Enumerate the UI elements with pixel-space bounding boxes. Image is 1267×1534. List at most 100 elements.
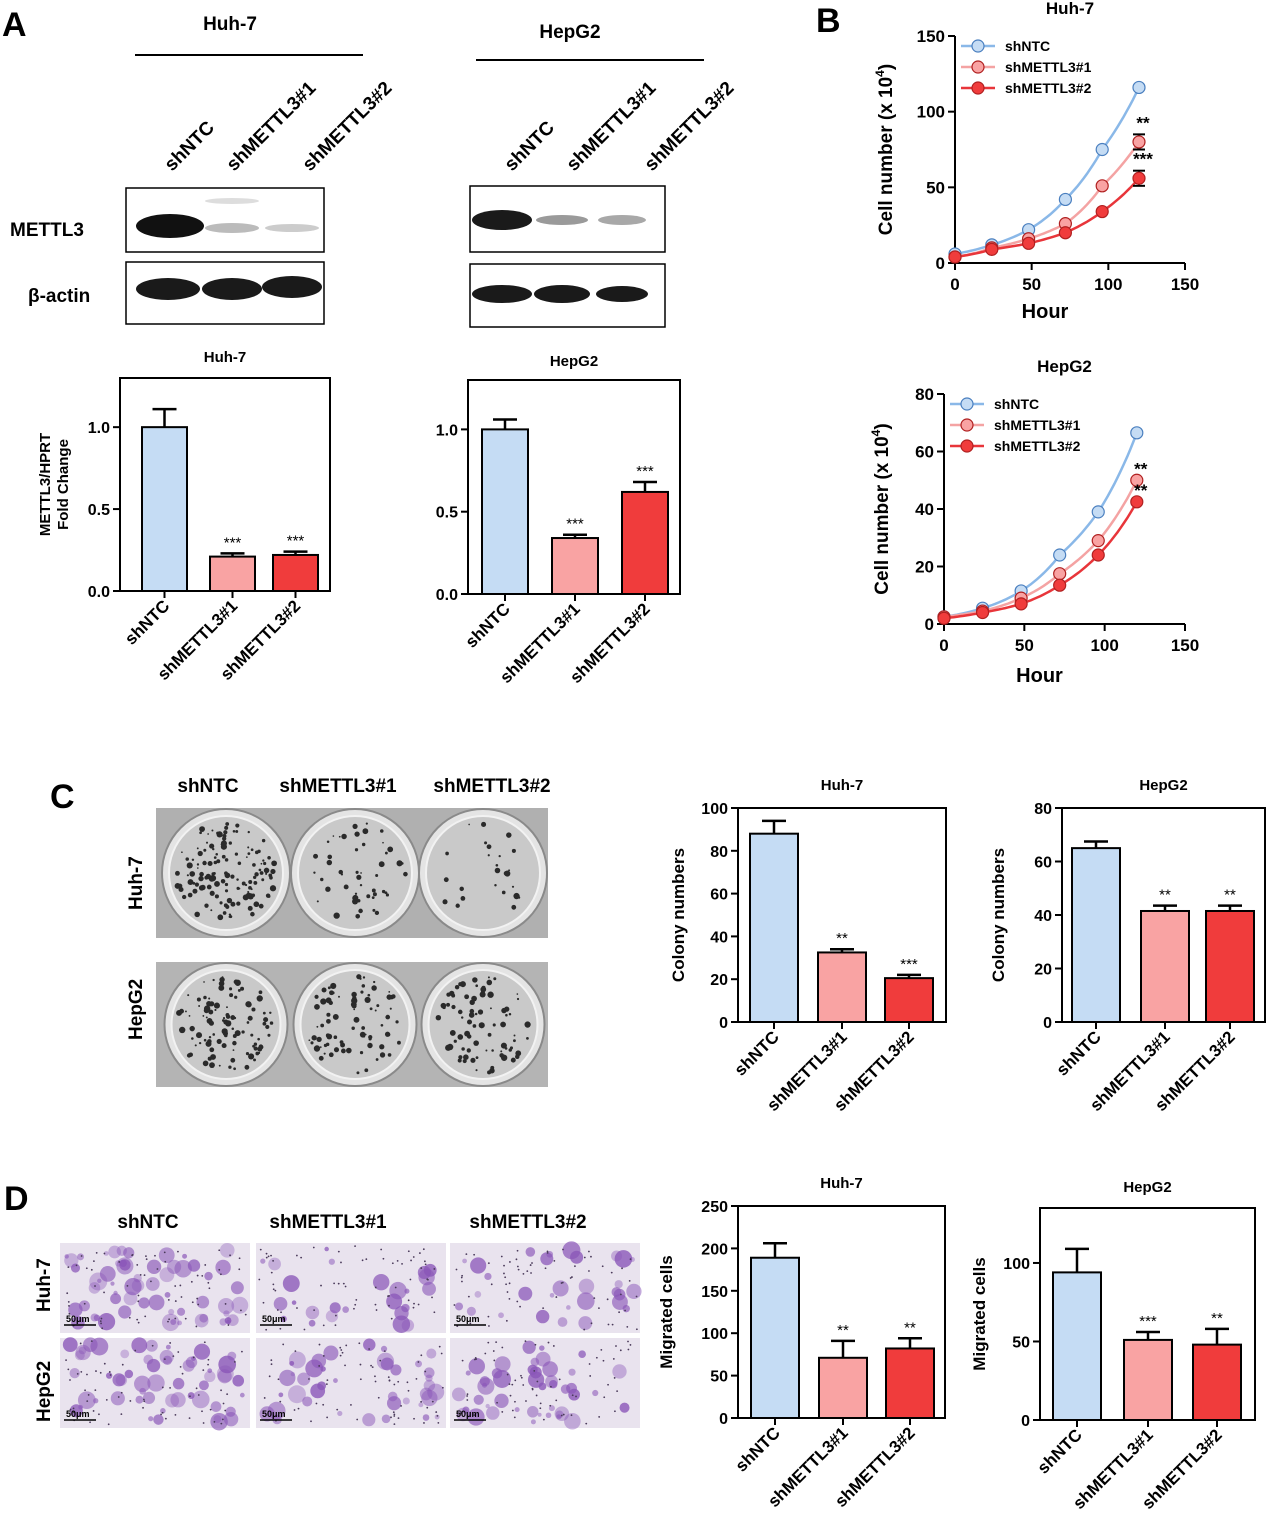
membrane-pore [344,1285,347,1288]
stained-cell [479,1376,490,1387]
stained-cell [291,1300,297,1305]
membrane-pore [265,1252,268,1255]
membrane-pore [542,1307,545,1310]
colony-dot [187,892,193,898]
colony-dot [207,1056,212,1061]
colony-dot [208,1020,214,1026]
colony-dot [223,903,228,908]
colony-dot [457,1009,463,1015]
colony-dot [245,856,248,858]
membrane-pore [539,1402,542,1405]
colony-row-label: Huh-7 [126,856,147,910]
stained-cell [422,1281,436,1296]
colony-dot [472,1024,477,1028]
membrane-pore [420,1267,423,1269]
stained-cell [380,1345,388,1352]
colony-dot [213,856,217,859]
membrane-pore [80,1370,83,1373]
colony-dot [236,886,240,890]
stained-cell [577,1292,595,1310]
membrane-pore [203,1341,206,1344]
membrane-pore [117,1396,120,1398]
stained-cell [70,1263,81,1273]
colony-dot [230,903,233,906]
stained-cell [191,1356,196,1361]
membrane-pore [459,1410,462,1413]
stained-cell [404,1288,410,1294]
membrane-pore [474,1356,477,1359]
colony-dot [494,867,501,874]
x-axis-label: Hour [1016,665,1063,687]
colony-dot [237,988,241,992]
membrane-pore [154,1254,156,1257]
colony-dot [320,877,324,882]
significance-label: ** [1136,113,1150,132]
colony-dot [191,1037,194,1040]
membrane-pore [356,1418,359,1421]
stained-cell [123,1247,135,1259]
colony-dot [461,1047,465,1051]
colony-dot [269,1021,274,1025]
membrane-pore [220,1422,223,1425]
bar [551,537,599,595]
colony-dot [354,831,360,837]
membrane-pore [552,1345,555,1347]
colony-dot [458,1055,463,1060]
membrane-pore [293,1409,296,1411]
colony-dot [445,1044,452,1051]
bar [209,555,256,592]
membrane-pore [618,1311,621,1314]
colony-dot [500,1042,507,1049]
colony-dot [466,1048,471,1053]
y-axis-label: Colony numbers [669,848,688,982]
membrane-pore [571,1276,573,1278]
blot-band [136,278,200,300]
membrane-pore [488,1325,490,1327]
colony-dot [208,1035,212,1039]
membrane-pore [466,1399,469,1401]
membrane-pore [238,1268,241,1271]
data-point [985,242,999,256]
membrane-pore [519,1305,521,1308]
membrane-pore [265,1256,268,1259]
membrane-pore [192,1356,195,1359]
membrane-pore [473,1414,476,1416]
membrane-pore [67,1368,70,1371]
colony-dot [194,1044,197,1047]
colony-dot [340,873,344,876]
membrane-pore [191,1301,194,1304]
colony-dot [230,1015,236,1020]
colony-dot [384,891,386,894]
stained-cell [131,1279,145,1292]
colony-dot [253,1042,258,1046]
membrane-pore [163,1251,166,1254]
colony-dot [353,1016,360,1023]
membrane-pore [103,1291,105,1294]
membrane-pore [160,1413,162,1416]
membrane-pore [514,1400,516,1403]
membrane-pore [624,1309,626,1312]
membrane-pore [407,1250,410,1253]
colony-dot [189,1025,195,1032]
membrane-pore [161,1411,164,1414]
colony-dot [464,994,470,1000]
stained-cell [218,1298,235,1315]
membrane-pore [101,1327,104,1330]
stained-cell [462,1258,467,1264]
membrane-pore [409,1278,412,1281]
membrane-pore [258,1278,261,1281]
stained-cell [427,1383,445,1401]
membrane-pore [490,1283,493,1286]
stained-cell [138,1297,150,1309]
colony-dot [228,1065,232,1069]
membrane-pore [520,1374,522,1377]
colony-dot [237,861,242,866]
colony-dot [261,878,265,882]
membrane-pore [142,1398,145,1401]
membrane-pore [190,1280,193,1283]
stained-cell [373,1273,390,1291]
colony-dot [257,849,261,854]
colony-dot [319,1046,322,1049]
membrane-pore [465,1253,468,1256]
colony-dot [187,879,194,886]
